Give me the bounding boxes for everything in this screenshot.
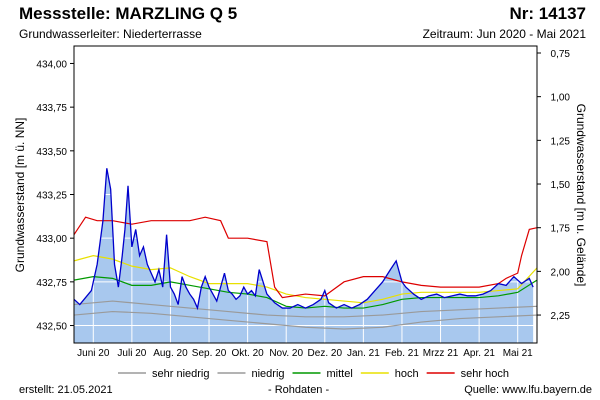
station-number: Nr: 14137	[509, 4, 586, 23]
legend-label-niedrig: niedrig	[251, 368, 284, 380]
x-tick-label: Juli 20	[117, 348, 146, 359]
x-tick-label: Feb. 21	[385, 348, 419, 359]
y-tick-label: 433,50	[36, 147, 67, 158]
series-line-sehr_niedrig	[73, 310, 538, 330]
legend-label-sehr_niedrig: sehr niedrig	[152, 368, 209, 380]
y-tick-label: 432,50	[36, 322, 67, 333]
station-title: Messstelle: MARZLING Q 5	[19, 4, 238, 23]
y2-tick-label: 0,75	[551, 49, 571, 60]
legend-label-sehr_hoch: sehr hoch	[461, 368, 509, 380]
y2-axis-label: Grundwasserstand [m u. Gelände]	[574, 104, 588, 287]
x-tick-label: Juni 20	[77, 348, 110, 359]
legend-label-hoch: hoch	[395, 368, 419, 380]
series-line-measured	[73, 168, 534, 311]
period-label: Zeitraum: Jun 2020 - Mai 2021	[422, 27, 586, 41]
y2-tick-label: 1,25	[551, 136, 571, 147]
x-tick-label: Jan. 21	[347, 348, 380, 359]
measured-area	[74, 168, 534, 343]
source-link[interactable]: Quelle: www.lfu.bayern.de	[464, 384, 592, 396]
y2-tick-label: 1,00	[551, 93, 571, 104]
y2-tick-label: 1,50	[551, 180, 571, 191]
legend-label-mittel: mittel	[327, 368, 353, 380]
y-axis-label: Grundwasserstand [m ü. NN]	[13, 118, 27, 273]
x-tick-label: Okt. 20	[232, 348, 265, 359]
plot-border	[73, 45, 538, 344]
y-tick-label: 434,00	[36, 59, 67, 70]
x-tick-label: Dez. 20	[308, 348, 343, 359]
x-tick-label: Apr. 21	[463, 348, 495, 359]
y-tick-label: 433,00	[36, 234, 67, 245]
x-tick-label: Sep. 20	[192, 348, 227, 359]
y-tick-label: 433,25	[36, 191, 67, 202]
x-tick-label: Aug. 20	[153, 348, 188, 359]
y-tick-label: 432,75	[36, 278, 67, 289]
created-date: erstellt: 21.05.2021	[19, 384, 113, 396]
aquifer-label: Grundwasserleiter: Niederterrasse	[19, 27, 202, 41]
x-tick-label: Mai 21	[503, 348, 533, 359]
series-line-hoch	[73, 255, 538, 304]
y-tick-label: 433,75	[36, 103, 67, 114]
series-line-niedrig	[73, 300, 538, 318]
x-tick-label: Mrzz 21	[423, 348, 459, 359]
y2-tick-label: 2,00	[551, 267, 571, 278]
raw-data-note: - Rohdaten -	[268, 384, 330, 396]
x-tick-label: Nov. 20	[269, 348, 303, 359]
y2-tick-label: 2,25	[551, 311, 571, 322]
y2-tick-label: 1,75	[551, 224, 571, 235]
